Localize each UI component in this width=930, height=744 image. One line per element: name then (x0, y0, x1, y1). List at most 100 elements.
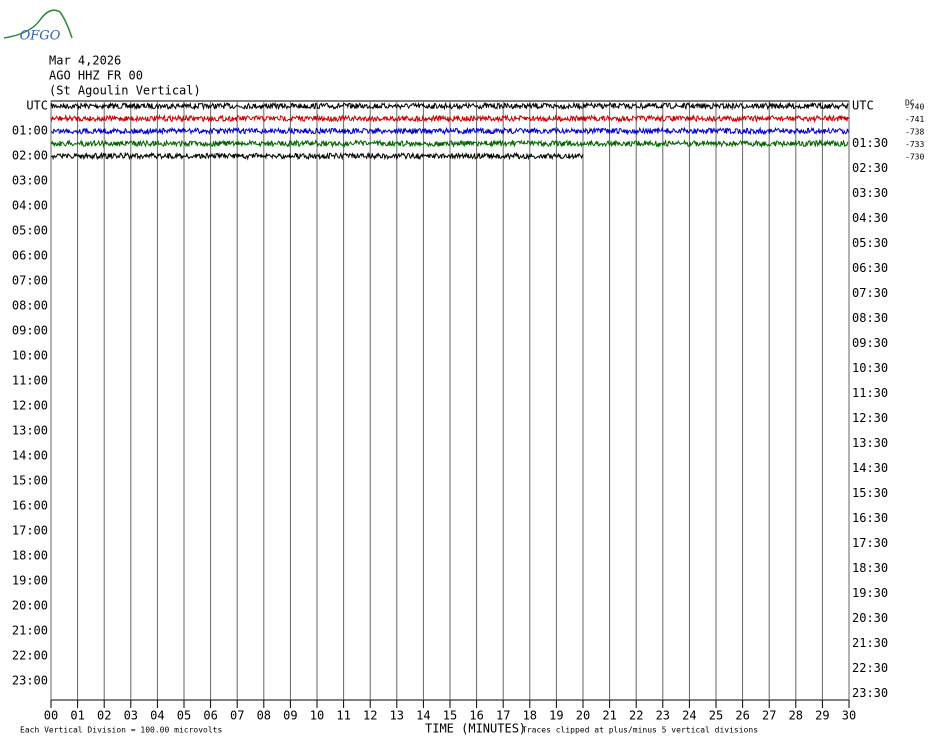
x-tick-label: 23 (656, 709, 670, 723)
left-row-label: 14:00 (12, 449, 48, 463)
trace (50, 113, 849, 124)
right-row-label: 21:30 (852, 636, 888, 650)
x-tick-label: 26 (735, 709, 749, 723)
left-row-label: 12:00 (12, 399, 48, 413)
right-row-label: 10:30 (852, 361, 888, 375)
left-row-label: 01:00 (12, 124, 48, 138)
x-tick-label: 25 (709, 709, 723, 723)
x-tick-label: 03 (124, 709, 138, 723)
left-row-label: 11:00 (12, 374, 48, 388)
left-row-label: 19:00 (12, 574, 48, 588)
logo-mountain (3, 9, 73, 39)
right-row-label: 08:30 (852, 311, 888, 325)
right-row-label: 07:30 (852, 286, 888, 300)
x-tick-label: 10 (310, 709, 324, 723)
x-tick-label: 29 (815, 709, 829, 723)
right-row-label: 13:30 (852, 436, 888, 450)
left-row-label: 04:00 (12, 199, 48, 213)
left-row-label: 23:00 (12, 674, 48, 688)
station: AGO HHZ FR 00 (49, 69, 143, 83)
x-tick-label: 18 (523, 709, 537, 723)
x-tick-label: 11 (336, 709, 350, 723)
trace (50, 151, 584, 161)
left-row-label: 09:00 (12, 324, 48, 338)
left-row-label: 02:00 (12, 149, 48, 163)
right-row-label: 09:30 (852, 336, 888, 350)
left-row-label: 06:00 (12, 249, 48, 263)
x-tick-label: 27 (762, 709, 776, 723)
right-row-label: 14:30 (852, 461, 888, 475)
right-row-label: 11:30 (852, 386, 888, 400)
x-tick-label: 05 (177, 709, 191, 723)
right-row-label: 22:30 (852, 661, 888, 675)
trace (50, 101, 849, 111)
trace (50, 126, 849, 136)
left-row-label: 05:00 (12, 224, 48, 238)
right-row-label: 17:30 (852, 536, 888, 550)
x-tick-label: 07 (230, 709, 244, 723)
right-row-label: 12:30 (852, 411, 888, 425)
left-row-label: 07:00 (12, 274, 48, 288)
right-row-label: 20:30 (852, 611, 888, 625)
left-row-label: 15:00 (12, 474, 48, 488)
x-tick-label: 12 (363, 709, 377, 723)
station-name: (St Agoulin Vertical) (49, 84, 201, 98)
right-row-label: UTC (852, 99, 874, 113)
left-row-label: UTC (26, 99, 48, 113)
dc-offset: -738 (905, 128, 924, 137)
left-row-label: 10:00 (12, 349, 48, 363)
dc-offset: -741 (905, 115, 924, 124)
left-row-label: 08:00 (12, 299, 48, 313)
x-tick-label: 04 (150, 709, 164, 723)
logo: OFGO (3, 9, 73, 44)
dc-offset: -740 (905, 103, 924, 112)
left-row-label: 17:00 (12, 524, 48, 538)
left-row-label: 22:00 (12, 649, 48, 663)
right-row-label: 03:30 (852, 186, 888, 200)
x-tick-label: 19 (549, 709, 563, 723)
x-tick-label: 08 (257, 709, 271, 723)
right-row-label: 05:30 (852, 236, 888, 250)
right-row-label: 15:30 (852, 486, 888, 500)
right-row-label: 18:30 (852, 561, 888, 575)
right-row-label: 01:30 (852, 136, 888, 150)
trace (50, 138, 849, 149)
left-row-label: 13:00 (12, 424, 48, 438)
left-row-label: 20:00 (12, 599, 48, 613)
right-row-label: 02:30 (852, 161, 888, 175)
left-row-label: 03:00 (12, 174, 48, 188)
dc-header: DC (905, 99, 915, 108)
x-tick-label: 21 (602, 709, 616, 723)
x-tick-label: 30 (842, 709, 856, 723)
x-tick-label: 16 (469, 709, 483, 723)
right-row-label: 06:30 (852, 261, 888, 275)
x-tick-label: 06 (203, 709, 217, 723)
dc-offset: -730 (905, 153, 924, 162)
x-tick-label: 02 (97, 709, 111, 723)
left-row-label: 21:00 (12, 624, 48, 638)
x-tick-label: 01 (70, 709, 84, 723)
footnote-left: Each Vertical Division = 100.00 microvol… (20, 726, 222, 735)
date: Mar 4,2026 (49, 54, 121, 68)
dc-offset: -733 (905, 140, 924, 149)
x-tick-label: 14 (416, 709, 430, 723)
right-row-label: 19:30 (852, 586, 888, 600)
left-row-label: 16:00 (12, 499, 48, 513)
x-tick-label: 24 (682, 709, 696, 723)
x-tick-label: 15 (443, 709, 457, 723)
x-tick-label: 22 (629, 709, 643, 723)
x-tick-label: 13 (390, 709, 404, 723)
x-tick-label: 17 (496, 709, 510, 723)
x-tick-label: 09 (283, 709, 297, 723)
right-row-label: 16:30 (852, 511, 888, 525)
x-tick-label: 00 (44, 709, 58, 723)
logo-text: OFGO (20, 29, 61, 44)
x-axis-label: TIME (MINUTES) (425, 722, 526, 736)
right-row-label: 04:30 (852, 211, 888, 225)
x-tick-label: 20 (576, 709, 590, 723)
left-row-label: 18:00 (12, 549, 48, 563)
right-row-label: 23:30 (852, 686, 888, 700)
footnote-right: Traces clipped at plus/minus 5 vertical … (522, 726, 758, 735)
